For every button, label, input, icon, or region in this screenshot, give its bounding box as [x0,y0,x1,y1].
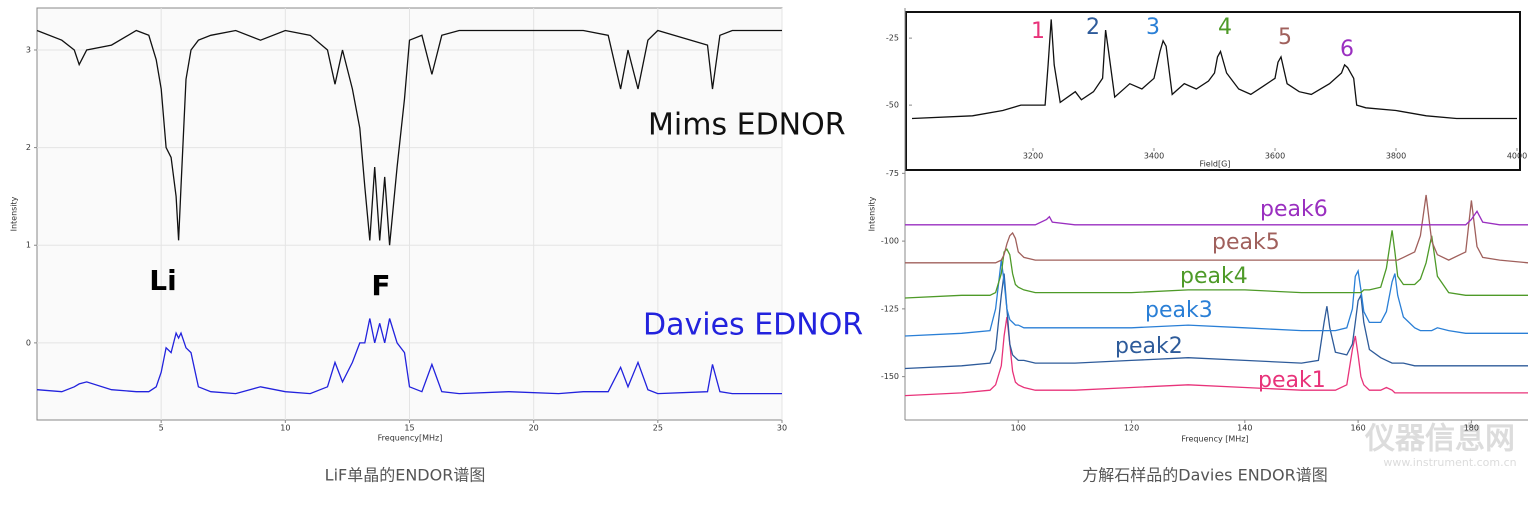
spectrum-line [904,316,1528,397]
y-tick-label: -50 [886,101,899,110]
spectrum-line [36,29,782,246]
annotation: F [371,269,390,302]
spectrum-line [911,19,1517,120]
spectrum-line [904,230,1528,299]
spectrum-line [904,260,1528,337]
y-tick-label: 1 [26,241,31,250]
y-tick-label: -75 [886,169,899,178]
x-tick-label: 3600 [1265,152,1285,161]
series-label: peak1 [1258,368,1326,393]
series-label: Davies EDNOR [643,308,863,343]
y-tick-label: -100 [881,237,899,246]
series-label: peak6 [1260,197,1328,222]
x-tick-label: 15 [404,424,414,433]
watermark: 仪器信息网 [1364,422,1515,457]
series-label: peak2 [1115,334,1183,359]
x-tick-label: 25 [653,424,663,433]
y-tick-label: 2 [26,143,31,152]
y-axis-label: Intensity [10,196,19,231]
series-label: peak4 [1180,264,1248,289]
inset-frame [905,11,1521,171]
spectrum-line [905,210,1528,226]
series-label: peak5 [1212,230,1280,255]
y-tick-label: 3 [26,45,31,54]
annotation: 4 [1218,15,1232,40]
watermark-url: www.instrument.com.cn [1383,456,1516,469]
annotation: 5 [1278,25,1292,50]
x-tick-label: 160 [1350,424,1365,433]
x-axis-label: Field[G] [1200,160,1231,169]
y-tick-label: -25 [886,34,899,43]
x-tick-label: 100 [1011,424,1026,433]
x-tick-label: 3800 [1386,152,1406,161]
x-tick-label: 30 [777,424,787,433]
y-axis-label: Intensity [868,196,877,231]
series-label: Mims EDNOR [648,108,846,143]
x-tick-label: 180 [1464,424,1479,433]
y-tick-label: -150 [881,372,899,381]
x-axis-label: Frequency[MHz] [378,434,443,443]
x-tick-label: 140 [1237,424,1252,433]
x-tick-label: 4000 [1507,152,1527,161]
series-label: peak3 [1145,298,1213,323]
annotation: Li [149,264,176,297]
annotation: 6 [1340,37,1354,62]
caption: LiF单晶的ENDOR谱图 [325,466,486,485]
annotation: 1 [1031,19,1045,44]
x-tick-label: 120 [1124,424,1139,433]
caption: 方解石样品的Davies ENDOR谱图 [1082,466,1327,485]
spectrum-line [36,318,782,395]
x-tick-label: 10 [280,424,290,433]
annotation: 3 [1146,15,1160,40]
y-tick-label: 0 [26,338,31,347]
annotation: 2 [1086,15,1100,40]
spectrum-line [904,273,1528,370]
x-tick-label: 20 [529,424,539,433]
x-axis-label: Frequency [MHz] [1181,435,1248,444]
spectrum-line [905,194,1529,264]
x-tick-label: 3400 [1144,152,1164,161]
x-tick-label: 3200 [1023,152,1043,161]
x-tick-label: 5 [159,424,164,433]
y-tick-label: -125 [881,304,899,313]
